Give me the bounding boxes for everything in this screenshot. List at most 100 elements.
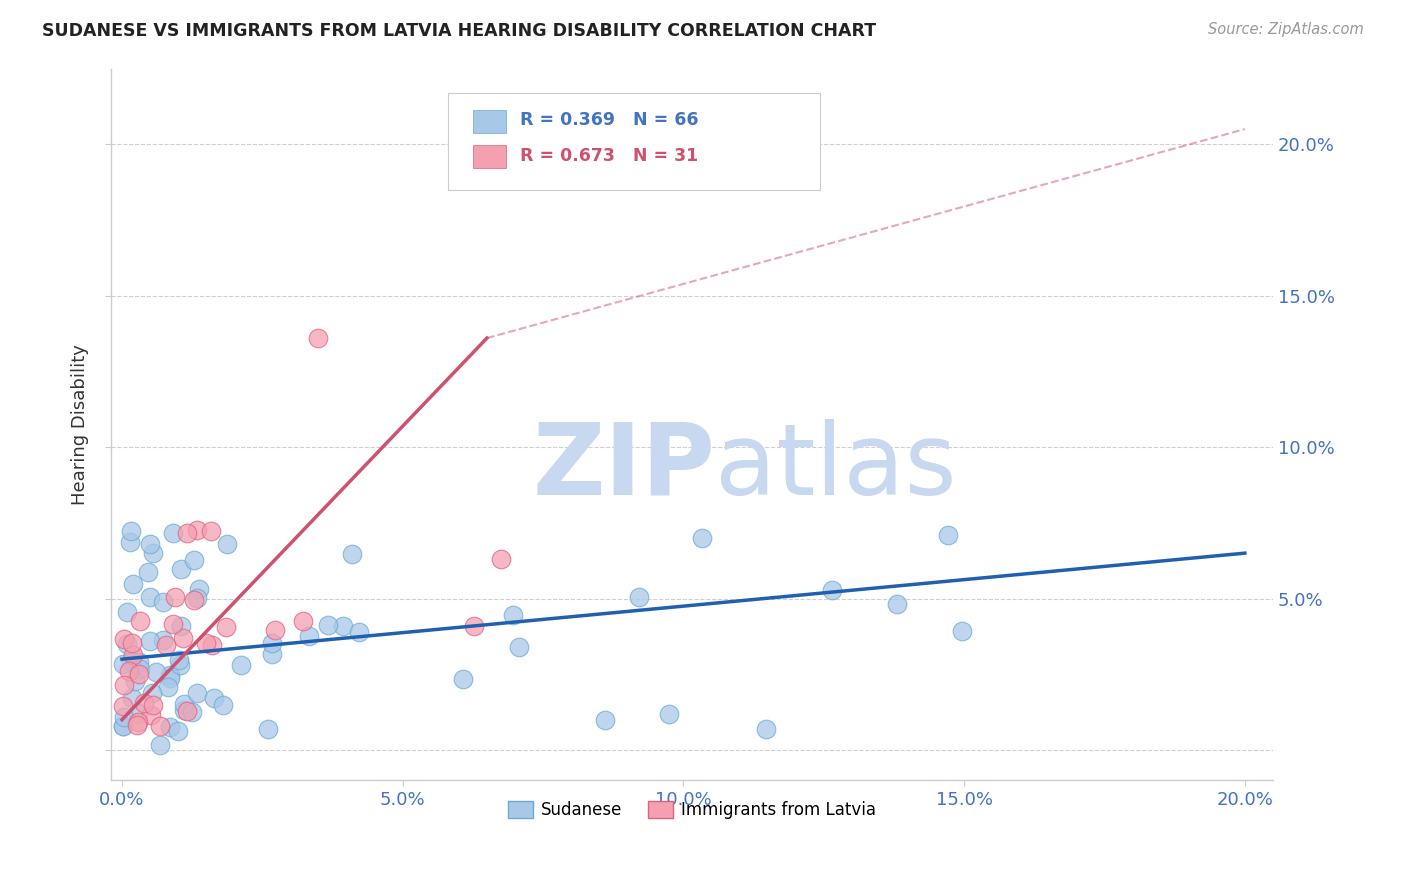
Text: Source: ZipAtlas.com: Source: ZipAtlas.com (1208, 22, 1364, 37)
Point (755, 722, 778, 736)
Point (159, 721, 181, 735)
Point (118, 665, 141, 679)
Point (212, 698, 235, 712)
Point (886, 598, 908, 612)
Point (165, 590, 187, 604)
Point (159, 671, 181, 685)
Point (141, 686, 163, 700)
Point (298, 629, 321, 643)
Point (120, 534, 142, 549)
Point (318, 618, 340, 632)
Point (167, 653, 190, 667)
Point (128, 667, 150, 681)
Point (120, 524, 142, 539)
Point (145, 665, 167, 680)
Point (115, 605, 138, 619)
Point (173, 703, 195, 717)
Point (217, 537, 239, 551)
Point (152, 632, 174, 647)
Point (201, 638, 224, 652)
Point (127, 715, 149, 730)
Point (491, 552, 513, 566)
Point (157, 680, 180, 694)
Bar (474, 145, 506, 169)
Point (340, 547, 363, 561)
Point (129, 614, 152, 628)
Text: ZIP: ZIP (533, 418, 716, 516)
Point (125, 718, 148, 732)
Point (136, 565, 159, 579)
Point (692, 532, 714, 546)
Point (231, 657, 253, 672)
Point (260, 647, 283, 661)
Point (508, 640, 530, 654)
Point (308, 331, 330, 345)
Bar (474, 110, 506, 133)
Point (120, 654, 142, 668)
Point (155, 638, 177, 652)
Point (658, 707, 681, 722)
Point (170, 562, 193, 576)
Point (132, 696, 155, 710)
Point (347, 624, 370, 639)
Point (202, 691, 225, 706)
Text: SUDANESE VS IMMIGRANTS FROM LATVIA HEARING DISABILITY CORRELATION CHART: SUDANESE VS IMMIGRANTS FROM LATVIA HEARI… (42, 22, 876, 40)
Point (112, 709, 135, 723)
Y-axis label: Hearing Disability: Hearing Disability (72, 344, 89, 505)
Point (162, 526, 184, 541)
Point (152, 595, 174, 609)
Point (936, 528, 959, 542)
Point (122, 648, 145, 662)
Point (292, 614, 315, 628)
Point (127, 706, 149, 720)
Point (159, 668, 181, 682)
Point (139, 590, 162, 604)
Point (821, 583, 844, 598)
Point (112, 677, 135, 691)
Point (183, 593, 205, 607)
Point (463, 618, 485, 632)
Point (121, 636, 143, 650)
Point (124, 674, 146, 689)
Point (502, 607, 524, 622)
Point (200, 524, 222, 538)
Point (166, 723, 188, 738)
Point (627, 590, 650, 604)
Point (115, 637, 138, 651)
Legend: Sudanese, Immigrants from Latvia: Sudanese, Immigrants from Latvia (501, 794, 883, 825)
Point (263, 623, 285, 637)
FancyBboxPatch shape (447, 94, 820, 189)
Point (186, 523, 208, 537)
Point (142, 546, 165, 560)
Point (162, 617, 184, 632)
Text: R = 0.369   N = 66: R = 0.369 N = 66 (520, 112, 699, 129)
Point (169, 618, 191, 632)
Point (112, 719, 135, 733)
Point (183, 552, 205, 566)
Point (332, 619, 354, 633)
Text: atlas: atlas (716, 418, 956, 516)
Point (112, 632, 135, 646)
Point (121, 691, 143, 706)
Point (186, 686, 208, 700)
Point (169, 658, 191, 673)
Point (128, 655, 150, 669)
Point (215, 620, 238, 634)
Point (142, 698, 165, 713)
Point (593, 713, 616, 727)
Point (451, 672, 474, 686)
Point (141, 708, 163, 723)
Point (112, 719, 135, 733)
Point (176, 704, 198, 718)
Point (262, 636, 284, 650)
Point (122, 577, 145, 591)
Point (148, 719, 170, 733)
Point (128, 661, 150, 675)
Point (181, 705, 204, 719)
Point (257, 722, 280, 736)
Point (186, 591, 208, 605)
Point (149, 738, 172, 752)
Point (138, 634, 160, 648)
Point (112, 699, 135, 714)
Point (195, 636, 218, 650)
